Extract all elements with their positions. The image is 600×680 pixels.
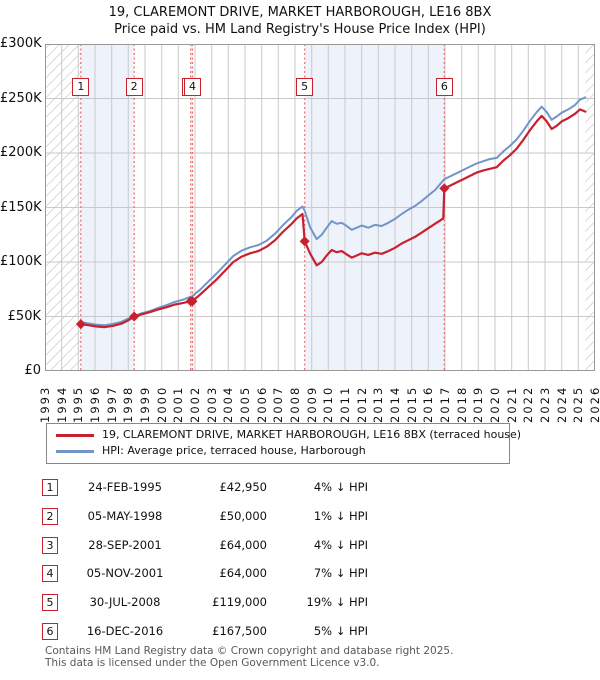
sale-marker-4 (187, 296, 198, 307)
x-axis-label: 1996 (88, 385, 102, 423)
x-axis-label: 2006 (254, 385, 269, 423)
chart-legend: 19, CLAREMONT DRIVE, MARKET HARBOROUGH, … (46, 423, 521, 464)
x-axis-label: 2004 (221, 385, 236, 423)
x-axis-label: 2023 (538, 385, 552, 423)
y-axis-label: £0 (24, 363, 41, 378)
x-axis-label: 1993 (38, 385, 52, 423)
transaction-number-badge: 5 (42, 594, 58, 612)
transaction-number-badge: 3 (42, 536, 58, 554)
x-axis-label: 2018 (454, 385, 469, 423)
transaction-date: 05-NOV-2001 (86, 566, 164, 581)
x-axis-label: 2021 (504, 385, 519, 423)
y-axis-label: £150K (0, 199, 42, 215)
transaction-date: 28-SEP-2001 (88, 537, 162, 552)
x-axis-label: 2007 (271, 385, 286, 423)
transaction-row: 4 05-NOV-2001 £64,000 7% ↓ HPI (42, 565, 382, 583)
transaction-hpi-diff: 1% ↓ HPI (313, 508, 368, 523)
x-axis-label: 2000 (154, 385, 169, 423)
x-axis-label: 1997 (104, 385, 119, 423)
chart-marker-box-4: 4 (184, 78, 201, 96)
x-axis-label: 2011 (338, 385, 352, 423)
sale-marker-2 (129, 311, 140, 322)
chart-marker-box-2: 2 (125, 78, 143, 96)
page-title: 19, CLAREMONT DRIVE, MARKET HARBOROUGH, … (108, 5, 492, 20)
transaction-hpi-diff: 4% ↓ HPI (313, 537, 368, 552)
x-axis-label: 2009 (304, 385, 319, 423)
transaction-number-badge: 1 (42, 479, 58, 496)
transaction-row: 5 30-JUL-2008 £119,000 19% ↓ HPI (42, 594, 382, 612)
transaction-row: 2 05-MAY-1998 £50,000 1% ↓ HPI (42, 507, 382, 525)
transaction-number-badge: 4 (42, 565, 58, 583)
x-axis-label: 2003 (204, 385, 219, 423)
transaction-row: 6 16-DEC-2016 £167,500 5% ↓ HPI (42, 622, 382, 640)
legend-row-hpi: HPI: Average price, terraced house, Harb… (47, 443, 509, 459)
x-axis-label: 1994 (54, 385, 69, 423)
x-axis-label: 2022 (521, 385, 536, 423)
transaction-hpi-diff: 5% ↓ HPI (313, 623, 368, 638)
sale-marker-5 (299, 236, 310, 247)
plot-area (45, 44, 595, 371)
transaction-price: £167,500 (212, 623, 267, 638)
x-axis-label: 2002 (188, 385, 202, 423)
x-axis-label: 1999 (138, 385, 152, 423)
transaction-price: £50,000 (219, 508, 267, 523)
chart-marker-box-1: 1 (72, 78, 90, 96)
x-axis-label: 2016 (421, 385, 436, 423)
x-axis-label: 2025 (571, 385, 586, 423)
footer-line-2: This data is licensed under the Open Gov… (45, 656, 380, 669)
blue-line-swatch-icon (56, 450, 94, 453)
legend-label-hpi: HPI: Average price, terraced house, Harb… (102, 444, 366, 457)
legend-label-property: 19, CLAREMONT DRIVE, MARKET HARBOROUGH, … (102, 428, 522, 441)
transaction-hpi-diff: 4% ↓ HPI (313, 480, 368, 494)
page-subtitle: Price paid vs. HM Land Registry's House … (114, 22, 486, 37)
transaction-date: 16-DEC-2016 (86, 623, 164, 638)
chart-marker-box-6: 6 (435, 78, 453, 96)
transaction-number-badge: 2 (42, 507, 58, 525)
transaction-hpi-diff: 7% ↓ HPI (313, 566, 368, 581)
x-axis-label: 2017 (438, 385, 452, 423)
x-axis-label: 2020 (488, 385, 502, 423)
x-axis-label: 1995 (71, 385, 86, 423)
red-line-swatch-icon (56, 434, 94, 437)
x-axis-label: 1998 (121, 385, 136, 423)
transaction-price: £64,000 (219, 566, 267, 581)
transactions-table: 1 24-FEB-1995 £42,950 4% ↓ HPI 2 05-MAY-… (42, 479, 382, 652)
x-axis-label: 2015 (404, 385, 419, 423)
x-axis-label: 2024 (554, 385, 569, 423)
x-axis-label: 2001 (171, 385, 186, 423)
y-axis-label: £200K (0, 145, 42, 160)
transaction-price: £42,950 (219, 480, 267, 494)
transaction-date: 05-MAY-1998 (87, 508, 163, 523)
x-axis-label: 2010 (321, 385, 336, 423)
x-axis-label: 2014 (388, 385, 402, 423)
license-footer: Contains HM Land Registry data © Crown c… (45, 645, 454, 669)
sale-marker-1 (75, 319, 86, 330)
price-history-chart: £0 £50K £100K £150K £200K £250K £300K 1993 1994 1… (0, 36, 600, 423)
y-axis-label: £300K (0, 36, 42, 51)
x-axis-label: 2019 (471, 385, 486, 423)
transaction-price: £64,000 (219, 537, 267, 552)
transaction-number-badge: 6 (42, 622, 58, 640)
y-axis-label: £50K (7, 308, 41, 324)
y-axis-label: £100K (0, 254, 42, 269)
footer-line-1: Contains HM Land Registry data © Crown c… (45, 645, 454, 657)
transaction-row: 1 24-FEB-1995 £42,950 4% ↓ HPI (42, 479, 382, 496)
transaction-price: £119,000 (212, 595, 267, 610)
x-axis-label: 2005 (238, 385, 252, 423)
transaction-hpi-diff: 19% ↓ HPI (306, 595, 368, 610)
x-axis-label: 2008 (288, 385, 302, 423)
transaction-row: 3 28-SEP-2001 £64,000 4% ↓ HPI (42, 536, 382, 554)
transaction-date: 24-FEB-1995 (88, 480, 162, 494)
sale-marker-6 (439, 183, 450, 194)
x-axis-label: 2012 (354, 385, 369, 423)
chart-marker-box-5: 5 (296, 78, 314, 96)
x-axis-label: 2026 (588, 385, 600, 423)
x-axis-label: 2013 (371, 385, 386, 423)
transaction-date: 30-JUL-2008 (89, 595, 161, 610)
y-axis-label: £250K (0, 90, 42, 106)
legend-row-property: 19, CLAREMONT DRIVE, MARKET HARBOROUGH, … (47, 427, 521, 443)
